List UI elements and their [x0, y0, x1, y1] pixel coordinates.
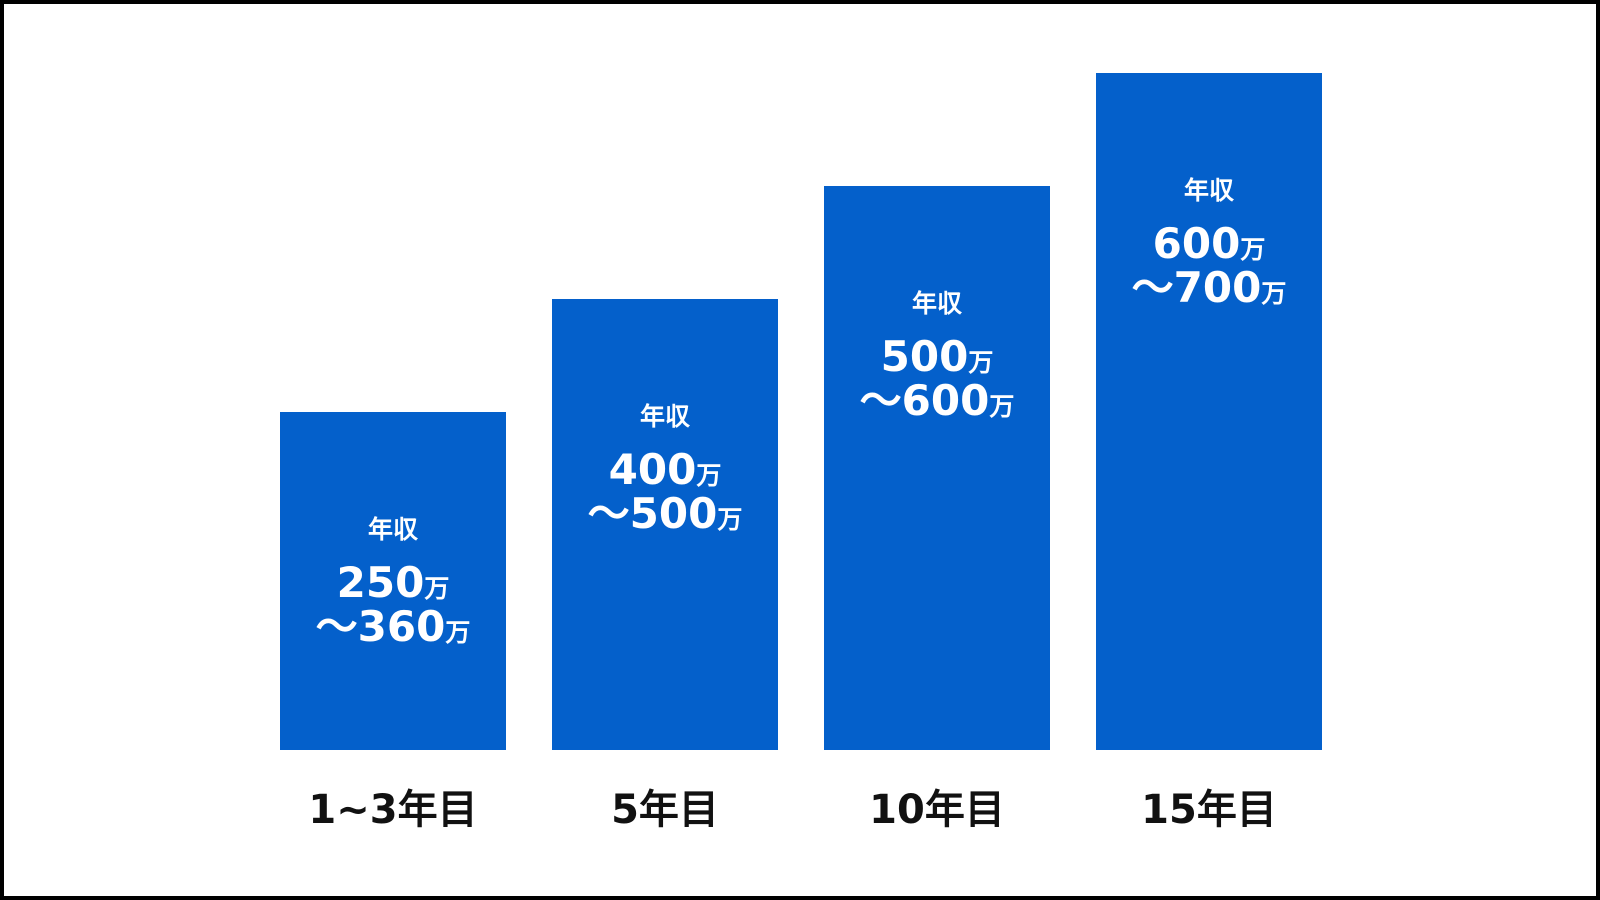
- category-label: 10年目: [869, 787, 1005, 833]
- salary-amount: ～600: [860, 376, 990, 425]
- salary-amount: 500: [881, 332, 969, 381]
- category-label: 1~3年目: [308, 787, 477, 833]
- salary-amount: ～360: [316, 602, 446, 651]
- salary-unit: 万: [445, 618, 470, 647]
- salary-line: 400万: [609, 445, 722, 494]
- salary-unit: 万: [968, 348, 993, 377]
- salary-line: 250万: [337, 558, 450, 607]
- bar: [1096, 73, 1322, 750]
- salary-line: ～700万: [1132, 263, 1287, 312]
- salary-amount: 600: [1153, 219, 1241, 268]
- bar: [824, 186, 1050, 750]
- bar-heading: 年収: [1184, 176, 1235, 205]
- bar-heading: 年収: [912, 289, 963, 318]
- salary-line: 600万: [1153, 219, 1266, 268]
- salary-unit: 万: [717, 505, 742, 534]
- salary-line: ～600万: [860, 376, 1015, 425]
- salary-line: 500万: [881, 332, 994, 381]
- salary-amount: 400: [609, 445, 697, 494]
- salary-unit: 万: [1240, 235, 1265, 264]
- bar: [280, 412, 506, 750]
- salary-unit: 万: [424, 574, 449, 603]
- salary-amount: ～700: [1132, 263, 1262, 312]
- salary-line: ～360万: [316, 602, 471, 651]
- category-label: 5年目: [611, 787, 719, 833]
- category-label: 15年目: [1141, 787, 1277, 833]
- bar: [552, 299, 778, 750]
- salary-amount: ～500: [588, 489, 718, 538]
- salary-unit: 万: [1261, 279, 1286, 308]
- salary-unit: 万: [989, 392, 1014, 421]
- bar-heading: 年収: [640, 402, 691, 431]
- salary-unit: 万: [696, 461, 721, 490]
- bar-heading: 年収: [368, 515, 419, 544]
- salary-line: ～500万: [588, 489, 743, 538]
- salary-amount: 250: [337, 558, 425, 607]
